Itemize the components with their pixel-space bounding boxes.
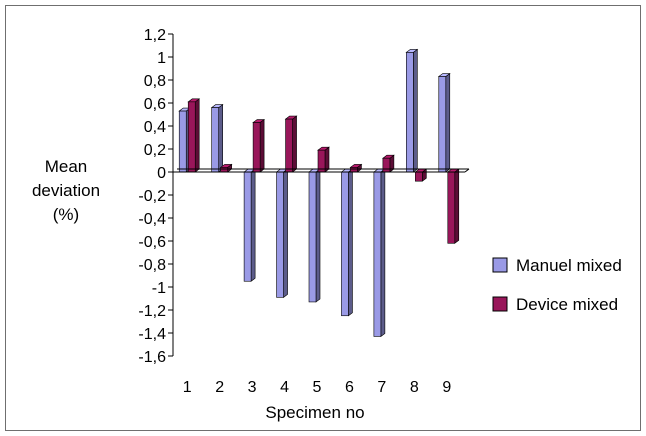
x-tick-label: 9 bbox=[442, 379, 451, 396]
y-axis-title-line-2: deviation bbox=[32, 181, 100, 200]
bar-side-face bbox=[259, 118, 265, 173]
bar-front-face bbox=[220, 167, 228, 173]
y-tick-label: -1,2 bbox=[138, 303, 166, 320]
x-tick-label: 4 bbox=[280, 379, 289, 396]
chart-frame bbox=[5, 5, 641, 431]
y-tick-label: -0,6 bbox=[138, 234, 166, 251]
bar-front-face bbox=[308, 171, 317, 303]
bar-side-face bbox=[380, 168, 386, 338]
y-tick-label: 0,6 bbox=[144, 96, 166, 113]
bar bbox=[349, 163, 363, 173]
legend-swatch-manuel-mixed bbox=[492, 257, 508, 273]
bar-front-face bbox=[415, 171, 423, 182]
bar bbox=[210, 103, 224, 173]
y-tick-label: -0,8 bbox=[138, 257, 166, 274]
bar bbox=[252, 118, 266, 173]
bar-side-face bbox=[315, 168, 321, 303]
legend-label-manuel-mixed: Manuel mixed bbox=[516, 256, 622, 275]
y-axis-title: Mean deviation (%) bbox=[32, 157, 100, 224]
bar bbox=[317, 146, 330, 173]
bar-side-face bbox=[324, 146, 330, 173]
bar-side-face bbox=[348, 168, 353, 317]
y-tick-label: 1 bbox=[157, 50, 166, 67]
y-axis-title-line-1: Mean bbox=[45, 157, 88, 176]
bar bbox=[405, 48, 419, 173]
bar-side-face bbox=[292, 115, 297, 173]
bar-side-face bbox=[454, 168, 460, 244]
bar-front-face bbox=[341, 171, 349, 317]
bar bbox=[446, 168, 460, 244]
x-tick-label: 2 bbox=[215, 379, 224, 396]
bar-front-face bbox=[252, 122, 261, 173]
legend-swatch-device-mixed bbox=[492, 296, 508, 312]
y-tick-label: -0,2 bbox=[138, 188, 166, 205]
bar-side-face bbox=[218, 103, 223, 173]
bar-side-face bbox=[445, 72, 451, 173]
bar-front-face bbox=[243, 171, 252, 282]
y-axis-title-line-3: (%) bbox=[53, 205, 79, 224]
bar bbox=[308, 168, 321, 303]
bar-front-face bbox=[406, 52, 414, 173]
y-tick-label: -1,4 bbox=[138, 326, 166, 343]
x-tick-label: 8 bbox=[410, 379, 419, 396]
y-tick-label: 0,4 bbox=[144, 119, 166, 136]
bar-front-face bbox=[438, 76, 447, 173]
bar-front-face bbox=[187, 101, 196, 173]
x-tick-label: 5 bbox=[313, 379, 322, 396]
bar bbox=[372, 168, 386, 338]
bar-front-face bbox=[285, 118, 293, 173]
legend-label-device-mixed: Device mixed bbox=[516, 295, 618, 314]
y-tick-label: 1,2 bbox=[144, 27, 166, 44]
bar-front-face bbox=[350, 167, 358, 173]
bar bbox=[275, 168, 289, 298]
bar-front-face bbox=[178, 110, 187, 173]
y-tick-label: -0,4 bbox=[138, 211, 166, 228]
bar-front-face bbox=[276, 171, 284, 298]
bar bbox=[340, 168, 354, 317]
y-tick-label: 0,2 bbox=[144, 142, 166, 159]
x-axis-end-edge bbox=[464, 168, 470, 173]
bar-side-face bbox=[250, 168, 256, 282]
bar-side-face bbox=[194, 98, 200, 173]
bar bbox=[243, 168, 257, 282]
bar-side-face bbox=[413, 48, 418, 173]
y-tick-label: 0,8 bbox=[144, 73, 166, 90]
x-tick-label: 6 bbox=[345, 379, 354, 396]
bar bbox=[187, 98, 201, 173]
bar bbox=[414, 168, 428, 182]
x-tick-label: 7 bbox=[377, 379, 386, 396]
y-tick-label: -1,6 bbox=[138, 349, 166, 366]
x-tick-label: 1 bbox=[183, 379, 192, 396]
bar bbox=[284, 115, 298, 173]
y-tick-label: 0 bbox=[157, 165, 166, 182]
bar-front-face bbox=[211, 107, 219, 173]
plot-area: 1,2 1 0,8 0,6 0,4 0,2 0 -0,2 -0,4 -0,6 -0,8 -1 -1,2 -… bbox=[138, 27, 470, 396]
bar-front-face bbox=[382, 157, 391, 173]
bar-front-face bbox=[447, 171, 456, 244]
bar-front-face bbox=[373, 171, 382, 337]
x-tick-label: 3 bbox=[248, 379, 257, 396]
bar bbox=[437, 72, 451, 173]
bar-side-face bbox=[283, 168, 288, 298]
y-tick-label: -1 bbox=[152, 280, 166, 297]
legend: Manuel mixed Device mixed bbox=[492, 256, 622, 314]
x-axis-title: Specimen no bbox=[265, 403, 364, 422]
